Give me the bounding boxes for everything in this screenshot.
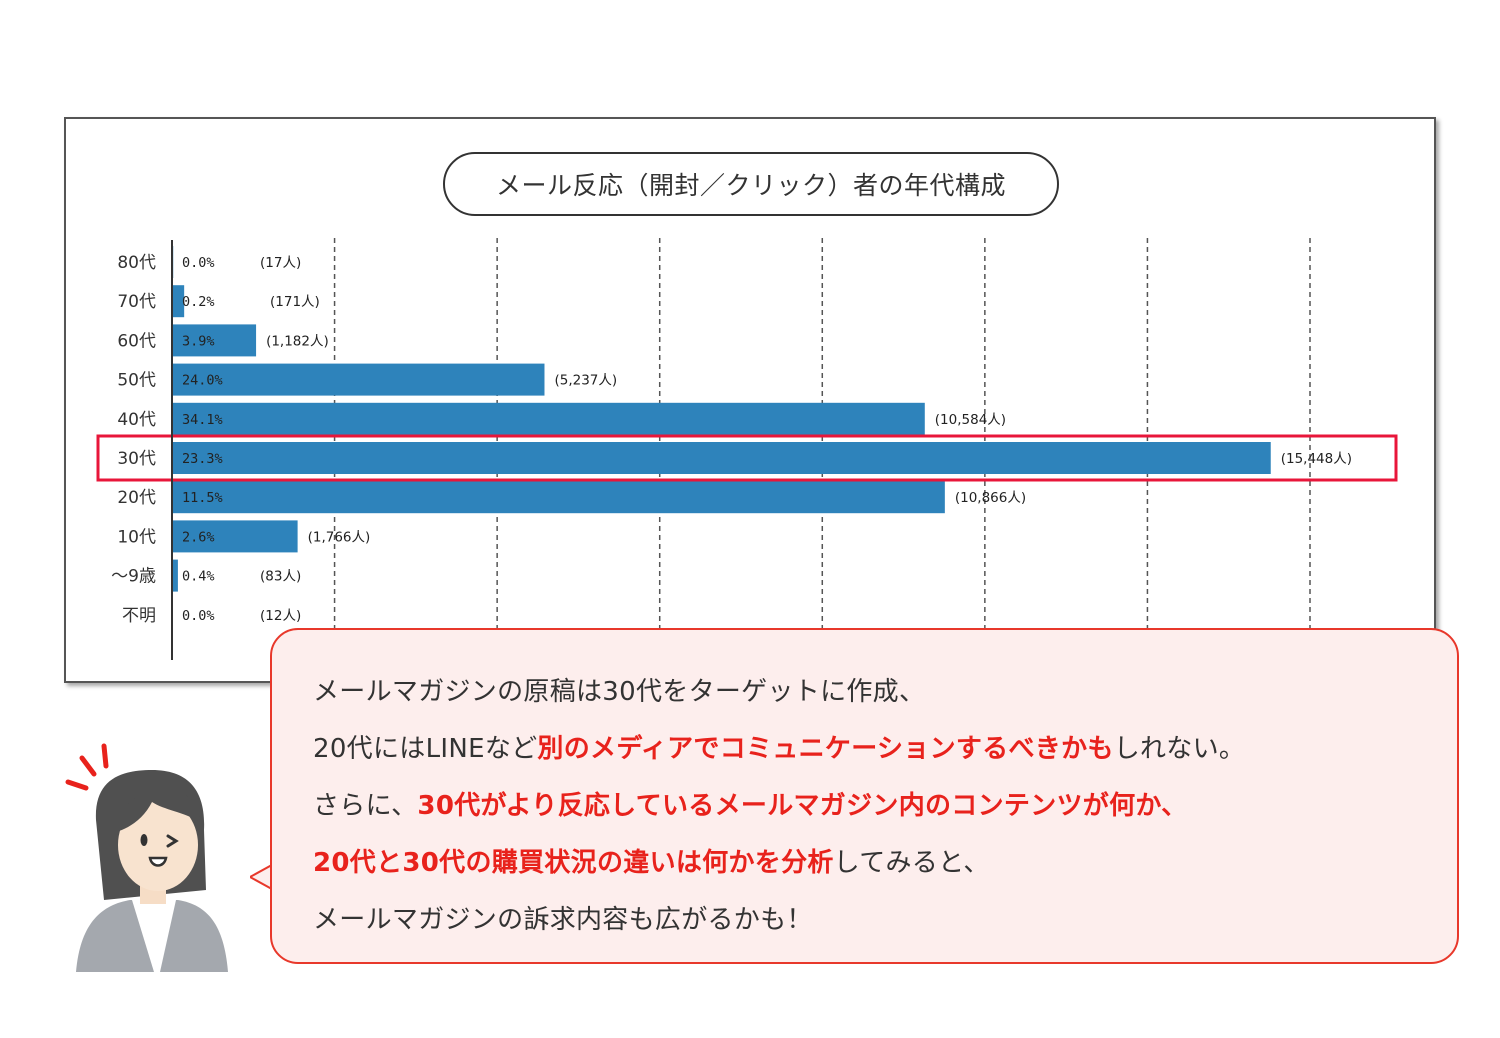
comment-segment: メールマガジンの訴求内容も広がるかも！ xyxy=(313,905,813,935)
bar-30代 xyxy=(172,442,1271,474)
bars xyxy=(172,246,1271,631)
comment-text: メールマガジンの原稿は30代をターゲットに作成、 20代にはLINEなど別のメディ… xyxy=(313,664,1443,949)
count-label: (17人) xyxy=(260,255,301,271)
count-label: (83人) xyxy=(260,569,301,585)
count-label: (10,584人) xyxy=(935,412,1006,428)
category-label: 60代 xyxy=(117,331,156,351)
percent-label: 24.0% xyxy=(182,373,223,389)
count-label: (171人) xyxy=(270,294,320,310)
count-label: (10,866人) xyxy=(955,490,1026,506)
labels: 80代 0.0% (17人) 70代 0.2% (171人) 60代 3.9% (1,182人)… xyxy=(96,253,1398,626)
category-label: 80代 xyxy=(117,253,156,273)
comment-segment: メールマガジンの原稿は30代をターゲットに作成、 xyxy=(313,677,926,707)
highlighted-text: 別のメディアでコミュニケーションするべきかも xyxy=(537,734,1114,764)
highlighted-text: 30代がより反応しているメールマガジン内のコンテンツが何か、 xyxy=(417,791,1188,821)
highlighted-text: 20代と30代の購買状況の違いは何かを分析 xyxy=(313,848,834,878)
comment-line: さらに、30代がより反応しているメールマガジン内のコンテンツが何か、 xyxy=(313,778,1443,835)
category-label: 70代 xyxy=(117,292,156,312)
category-label: 10代 xyxy=(117,527,156,547)
surprise-marks-icon xyxy=(65,743,109,791)
comment-segment: さらに、 xyxy=(313,791,418,821)
percent-label: 23.3% xyxy=(182,451,223,467)
bar-60代 xyxy=(172,324,257,357)
category-label: 40代 xyxy=(117,410,156,430)
category-label: 〜9歳 xyxy=(111,567,156,587)
woman-avatar-icon xyxy=(65,743,228,972)
percent-label: 11.5% xyxy=(182,490,223,506)
bar-10代 xyxy=(172,520,298,553)
comment-segment: してみると、 xyxy=(833,848,990,878)
percent-label: 0.2% xyxy=(182,294,215,310)
comment-line: メールマガジンの原稿は30代をターゲットに作成、 xyxy=(313,664,1443,721)
count-label: (5,237人) xyxy=(554,373,617,389)
bar-20代 xyxy=(172,481,945,514)
bar-70代 xyxy=(172,285,185,318)
highlight-box xyxy=(96,434,1398,482)
count-label: (1,766人) xyxy=(308,529,371,545)
percent-label: 2.6% xyxy=(182,529,215,545)
count-label: (15,448人) xyxy=(1281,451,1352,467)
count-label: (1,182人) xyxy=(266,333,329,349)
category-label: 50代 xyxy=(117,371,156,391)
percent-label: 34.1% xyxy=(182,412,223,428)
category-label: 30代 xyxy=(117,449,156,469)
percent-label: 0.0% xyxy=(182,608,215,624)
speech-bubble xyxy=(270,628,1459,964)
comment-segment: 20代にはLINEなど xyxy=(313,734,538,764)
comment-segment: しれない。 xyxy=(1113,734,1246,764)
bar-chart: 80代 0.0% (17人) 70代 0.2% (171人) 60代 3.9% (1,182人)… xyxy=(96,238,1398,662)
comment-line: メールマガジンの訴求内容も広がるかも！ xyxy=(313,892,1443,949)
bar-40代 xyxy=(172,402,925,435)
chart-title: メール反応（開封／クリック）者の年代構成 xyxy=(443,152,1059,216)
category-label: 20代 xyxy=(117,488,156,508)
percent-label: 3.9% xyxy=(182,333,215,349)
count-label: (12人) xyxy=(260,608,301,624)
percent-label: 0.0% xyxy=(182,255,215,271)
comment-line: 20代にはLINEなど別のメディアでコミュニケーションするべきかもしれない。 xyxy=(313,721,1443,778)
category-label: 不明 xyxy=(122,606,156,626)
bar-〜9歳 xyxy=(172,559,178,592)
bar-50代 xyxy=(172,363,545,396)
comment-line: 20代と30代の購買状況の違いは何かを分析してみると、 xyxy=(313,835,1443,892)
percent-label: 0.4% xyxy=(182,569,215,585)
